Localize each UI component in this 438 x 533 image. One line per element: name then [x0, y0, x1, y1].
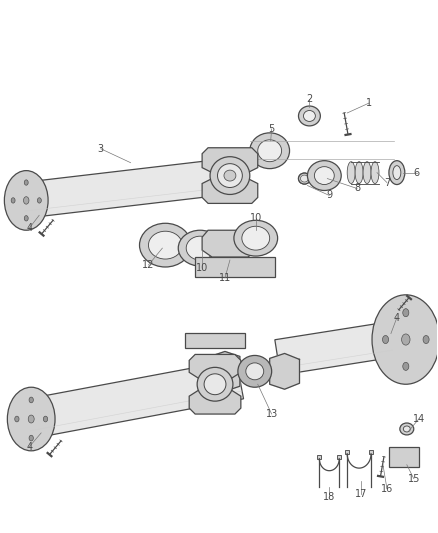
Polygon shape: [210, 351, 240, 391]
Ellipse shape: [204, 374, 226, 394]
Ellipse shape: [423, 335, 429, 344]
Polygon shape: [202, 230, 258, 257]
Ellipse shape: [250, 133, 290, 168]
Ellipse shape: [24, 180, 28, 185]
Ellipse shape: [258, 140, 282, 161]
Ellipse shape: [148, 231, 182, 259]
Ellipse shape: [218, 164, 242, 188]
Ellipse shape: [29, 397, 33, 403]
Ellipse shape: [29, 435, 33, 441]
Text: 16: 16: [381, 483, 393, 494]
Ellipse shape: [186, 236, 214, 260]
Ellipse shape: [298, 173, 311, 184]
Polygon shape: [189, 354, 241, 379]
Text: 14: 14: [413, 414, 425, 424]
FancyBboxPatch shape: [195, 257, 275, 277]
Text: 13: 13: [265, 409, 278, 419]
FancyBboxPatch shape: [318, 455, 321, 459]
Ellipse shape: [371, 161, 379, 183]
Text: 17: 17: [355, 489, 367, 498]
Ellipse shape: [15, 416, 19, 422]
Ellipse shape: [37, 198, 41, 203]
FancyBboxPatch shape: [337, 455, 341, 459]
Text: 11: 11: [219, 273, 231, 283]
Text: 3: 3: [98, 144, 104, 154]
Text: 18: 18: [323, 491, 336, 502]
Ellipse shape: [403, 309, 409, 317]
FancyBboxPatch shape: [345, 450, 349, 454]
Text: 4: 4: [394, 313, 400, 322]
Ellipse shape: [304, 110, 315, 122]
FancyBboxPatch shape: [185, 333, 245, 349]
Text: 5: 5: [268, 124, 275, 134]
Polygon shape: [275, 322, 394, 375]
Text: 10: 10: [196, 263, 208, 273]
Text: 12: 12: [142, 260, 155, 270]
Ellipse shape: [355, 161, 363, 183]
Ellipse shape: [382, 335, 389, 344]
Polygon shape: [21, 158, 237, 218]
Text: 10: 10: [250, 213, 262, 223]
Ellipse shape: [389, 160, 405, 184]
Ellipse shape: [403, 362, 409, 370]
Ellipse shape: [307, 160, 341, 190]
FancyBboxPatch shape: [389, 447, 419, 467]
Ellipse shape: [238, 356, 272, 387]
Ellipse shape: [11, 198, 15, 203]
Ellipse shape: [4, 171, 48, 230]
Ellipse shape: [314, 167, 334, 184]
Ellipse shape: [298, 106, 320, 126]
Polygon shape: [189, 389, 241, 414]
Ellipse shape: [393, 166, 401, 180]
Text: 6: 6: [413, 167, 420, 177]
Ellipse shape: [210, 157, 250, 195]
Ellipse shape: [234, 220, 278, 256]
Ellipse shape: [24, 216, 28, 221]
Text: 4: 4: [26, 223, 32, 233]
Polygon shape: [202, 148, 258, 173]
Ellipse shape: [363, 161, 371, 183]
Text: 8: 8: [354, 183, 360, 193]
Ellipse shape: [246, 363, 264, 380]
Ellipse shape: [178, 230, 222, 266]
Ellipse shape: [403, 426, 410, 432]
Text: 4: 4: [26, 442, 32, 452]
Text: 1: 1: [366, 98, 372, 108]
Text: 2: 2: [306, 94, 313, 104]
Ellipse shape: [242, 226, 270, 250]
Ellipse shape: [28, 415, 34, 423]
Ellipse shape: [197, 367, 233, 401]
Ellipse shape: [402, 334, 410, 345]
Polygon shape: [270, 353, 300, 389]
Ellipse shape: [300, 175, 308, 182]
Text: 7: 7: [384, 177, 390, 188]
Ellipse shape: [43, 416, 48, 422]
Ellipse shape: [140, 223, 191, 267]
FancyBboxPatch shape: [369, 450, 373, 454]
Ellipse shape: [372, 295, 438, 384]
Ellipse shape: [224, 170, 236, 181]
Polygon shape: [202, 179, 258, 204]
Ellipse shape: [347, 161, 355, 183]
Text: 9: 9: [326, 190, 332, 200]
Ellipse shape: [400, 423, 414, 435]
Ellipse shape: [7, 387, 55, 451]
Ellipse shape: [24, 197, 29, 204]
Text: 15: 15: [408, 474, 420, 483]
Polygon shape: [25, 360, 244, 439]
